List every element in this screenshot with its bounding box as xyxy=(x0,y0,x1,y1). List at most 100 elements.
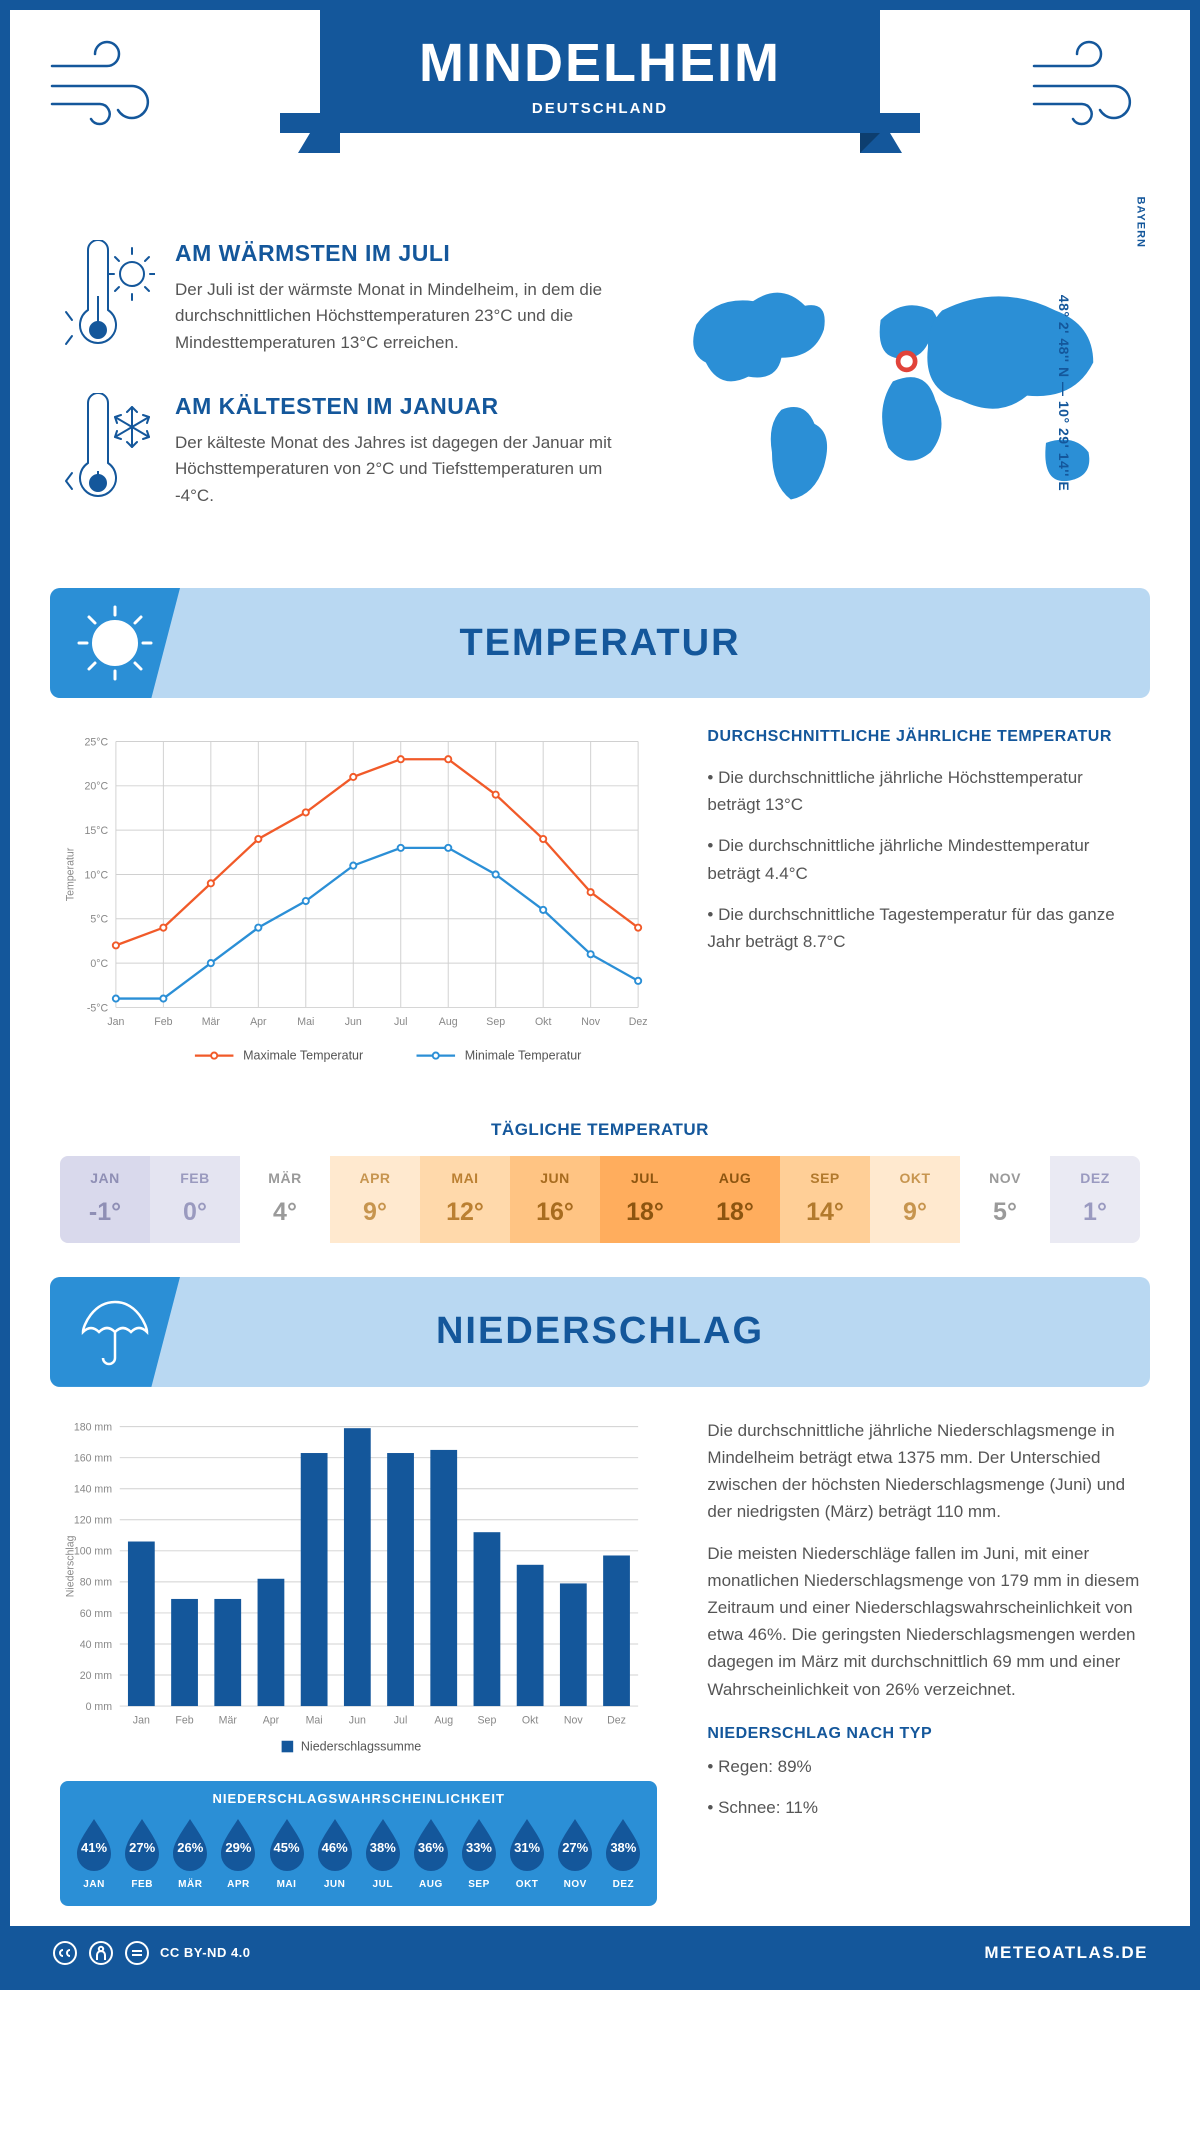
svg-text:Mai: Mai xyxy=(306,1714,323,1726)
region-label: BAYERN xyxy=(1134,197,1146,248)
temp-bullet: Die durchschnittliche jährliche Höchstte… xyxy=(707,764,1140,818)
site-name: METEOATLAS.DE xyxy=(984,1943,1148,1963)
svg-text:140 mm: 140 mm xyxy=(74,1483,112,1495)
coordinates: 48° 2' 48'' N — 10° 29' 14'' E xyxy=(1056,295,1072,491)
prob-drop: 29%APR xyxy=(216,1816,260,1890)
temperature-chart: -5°C0°C5°C10°C15°C20°C25°CJanFebMärAprMa… xyxy=(60,728,657,1080)
daily-temp-cell: MÄR4° xyxy=(240,1156,330,1243)
license-text: CC BY-ND 4.0 xyxy=(160,1945,251,1960)
city-name: MINDELHEIM xyxy=(320,32,880,94)
temp-bullet: Die durchschnittliche Tagestemperatur fü… xyxy=(707,901,1140,955)
map-column: BAYERN 48° 2' 48'' N — 10° 29' 14'' E xyxy=(668,240,1141,546)
precip-type-bullet: Regen: 89% xyxy=(707,1753,1140,1780)
svg-text:Minimale Temperatur: Minimale Temperatur xyxy=(465,1048,582,1062)
precip-text-2: Die meisten Niederschläge fallen im Juni… xyxy=(707,1540,1140,1703)
coldest-text: Der kälteste Monat des Jahres ist dagege… xyxy=(175,430,638,509)
prob-drop: 36%AUG xyxy=(409,1816,453,1890)
thermometer-sun-icon xyxy=(60,240,155,365)
svg-text:Nov: Nov xyxy=(581,1016,601,1028)
header: MINDELHEIM DEUTSCHLAND xyxy=(10,10,1190,220)
svg-text:Sep: Sep xyxy=(478,1714,497,1726)
umbrella-icon xyxy=(50,1277,180,1387)
prob-drop: 45%MAI xyxy=(264,1816,308,1890)
warmest-title: AM WÄRMSTEN IM JULI xyxy=(175,240,638,267)
prob-drop: 38%JUL xyxy=(361,1816,405,1890)
precip-type-bullet: Schnee: 11% xyxy=(707,1794,1140,1821)
temperature-title: TEMPERATUR xyxy=(459,622,740,665)
prob-drop: 46%JUN xyxy=(313,1816,357,1890)
warmest-fact: AM WÄRMSTEN IM JULI Der Juli ist der wär… xyxy=(60,240,638,365)
svg-text:Nov: Nov xyxy=(564,1714,584,1726)
daily-temp-cell: FEB0° xyxy=(150,1156,240,1243)
temp-summary-title: DURCHSCHNITTLICHE JÄHRLICHE TEMPERATUR xyxy=(707,728,1140,746)
svg-text:Mär: Mär xyxy=(202,1016,221,1028)
svg-text:Mär: Mär xyxy=(219,1714,238,1726)
precip-type-list: Regen: 89% Schnee: 11% xyxy=(707,1753,1140,1821)
svg-text:-5°C: -5°C xyxy=(87,1002,109,1014)
temp-bullet: Die durchschnittliche jährliche Mindestt… xyxy=(707,832,1140,886)
svg-text:60 mm: 60 mm xyxy=(80,1608,113,1620)
svg-text:Jul: Jul xyxy=(394,1714,408,1726)
precip-type-title: NIEDERSCHLAG NACH TYP xyxy=(707,1725,1140,1743)
prob-drop: 41%JAN xyxy=(72,1816,116,1890)
svg-text:Sep: Sep xyxy=(486,1016,505,1028)
svg-text:Okt: Okt xyxy=(535,1016,552,1028)
daily-temp-cell: DEZ1° xyxy=(1050,1156,1140,1243)
daily-temp-cell: SEP14° xyxy=(780,1156,870,1243)
nd-icon xyxy=(124,1940,150,1966)
precip-left: 0 mm20 mm40 mm60 mm80 mm100 mm120 mm140 … xyxy=(60,1417,657,1906)
svg-text:Niederschlagssumme: Niederschlagssumme xyxy=(301,1739,421,1753)
daily-temp-cell: MAI12° xyxy=(420,1156,510,1243)
svg-text:Jul: Jul xyxy=(394,1016,408,1028)
svg-text:0 mm: 0 mm xyxy=(86,1701,113,1713)
daily-temp-title: TÄGLICHE TEMPERATUR xyxy=(10,1120,1190,1140)
svg-text:Okt: Okt xyxy=(522,1714,539,1726)
daily-temp-cell: JUL18° xyxy=(600,1156,690,1243)
temp-bullet-list: Die durchschnittliche jährliche Höchstte… xyxy=(707,764,1140,955)
thermometer-snow-icon xyxy=(60,393,155,518)
precip-probability-box: NIEDERSCHLAGSWAHRSCHEINLICHKEIT 41%JAN27… xyxy=(60,1781,657,1906)
svg-text:25°C: 25°C xyxy=(85,736,109,748)
prob-drop: 27%FEB xyxy=(120,1816,164,1890)
svg-text:Mai: Mai xyxy=(297,1016,314,1028)
precip-area: 0 mm20 mm40 mm60 mm80 mm100 mm120 mm140 … xyxy=(10,1417,1190,1926)
facts-column: AM WÄRMSTEN IM JULI Der Juli ist der wär… xyxy=(60,240,638,546)
svg-text:Apr: Apr xyxy=(263,1714,280,1726)
daily-temp-cell: AUG18° xyxy=(690,1156,780,1243)
svg-text:15°C: 15°C xyxy=(85,825,109,837)
daily-temp-cell: OKT9° xyxy=(870,1156,960,1243)
svg-text:Feb: Feb xyxy=(175,1714,193,1726)
coldest-title: AM KÄLTESTEN IM JANUAR xyxy=(175,393,638,420)
svg-text:Dez: Dez xyxy=(607,1714,626,1726)
svg-text:Maximale Temperatur: Maximale Temperatur xyxy=(243,1048,363,1062)
temperature-section-bar: TEMPERATUR xyxy=(50,588,1150,698)
prob-drop: 31%OKT xyxy=(505,1816,549,1890)
footer: CC BY-ND 4.0 METEOATLAS.DE xyxy=(10,1926,1190,1980)
country-name: DEUTSCHLAND xyxy=(320,100,880,117)
coldest-fact: AM KÄLTESTEN IM JANUAR Der kälteste Mona… xyxy=(60,393,638,518)
svg-text:Aug: Aug xyxy=(439,1016,458,1028)
prob-drop: 38%DEZ xyxy=(601,1816,645,1890)
svg-text:180 mm: 180 mm xyxy=(74,1421,112,1433)
precip-chart: 0 mm20 mm40 mm60 mm80 mm100 mm120 mm140 … xyxy=(60,1417,657,1764)
page: MINDELHEIM DEUTSCHLAND AM WÄRMSTEN IM JU… xyxy=(0,0,1200,1990)
wind-icon xyxy=(1026,38,1156,133)
precip-summary: Die durchschnittliche jährliche Niedersc… xyxy=(707,1417,1140,1906)
daily-temp-cell: JUN16° xyxy=(510,1156,600,1243)
svg-text:80 mm: 80 mm xyxy=(80,1577,113,1589)
svg-text:10°C: 10°C xyxy=(85,869,109,881)
prob-title: NIEDERSCHLAGSWAHRSCHEINLICHKEIT xyxy=(72,1791,645,1806)
daily-temp-grid: JAN-1°FEB0°MÄR4°APR9°MAI12°JUN16°JUL18°A… xyxy=(60,1156,1140,1243)
svg-text:Apr: Apr xyxy=(250,1016,267,1028)
prob-drop: 26%MÄR xyxy=(168,1816,212,1890)
svg-text:Jan: Jan xyxy=(107,1016,124,1028)
prob-drop: 27%NOV xyxy=(553,1816,597,1890)
svg-text:5°C: 5°C xyxy=(90,914,108,926)
intro-section: AM WÄRMSTEN IM JULI Der Juli ist der wär… xyxy=(10,220,1190,576)
cc-icon xyxy=(52,1940,78,1966)
daily-temp-cell: JAN-1° xyxy=(60,1156,150,1243)
precip-section-bar: NIEDERSCHLAG xyxy=(50,1277,1150,1387)
by-icon xyxy=(88,1940,114,1966)
svg-text:Feb: Feb xyxy=(154,1016,172,1028)
temperature-area: -5°C0°C5°C10°C15°C20°C25°CJanFebMärAprMa… xyxy=(10,728,1190,1100)
